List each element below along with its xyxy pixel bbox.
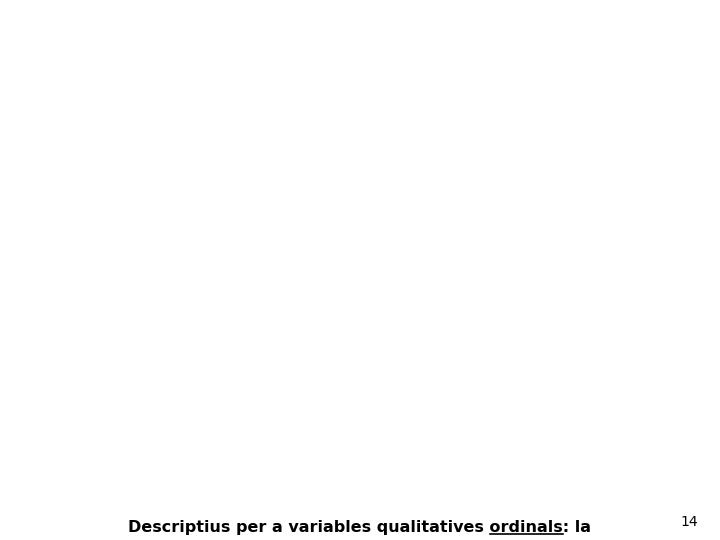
Text: Descriptius per a variables qualitatives ordinals: la: Descriptius per a variables qualitatives… [128,520,592,535]
Text: Descriptius per a variables qualitatives: Descriptius per a variables qualitatives [0,520,361,535]
Text: Descriptius per a variables qualitatives ordinals: Descriptius per a variables qualitatives… [0,520,435,535]
Text: 14: 14 [681,515,698,529]
